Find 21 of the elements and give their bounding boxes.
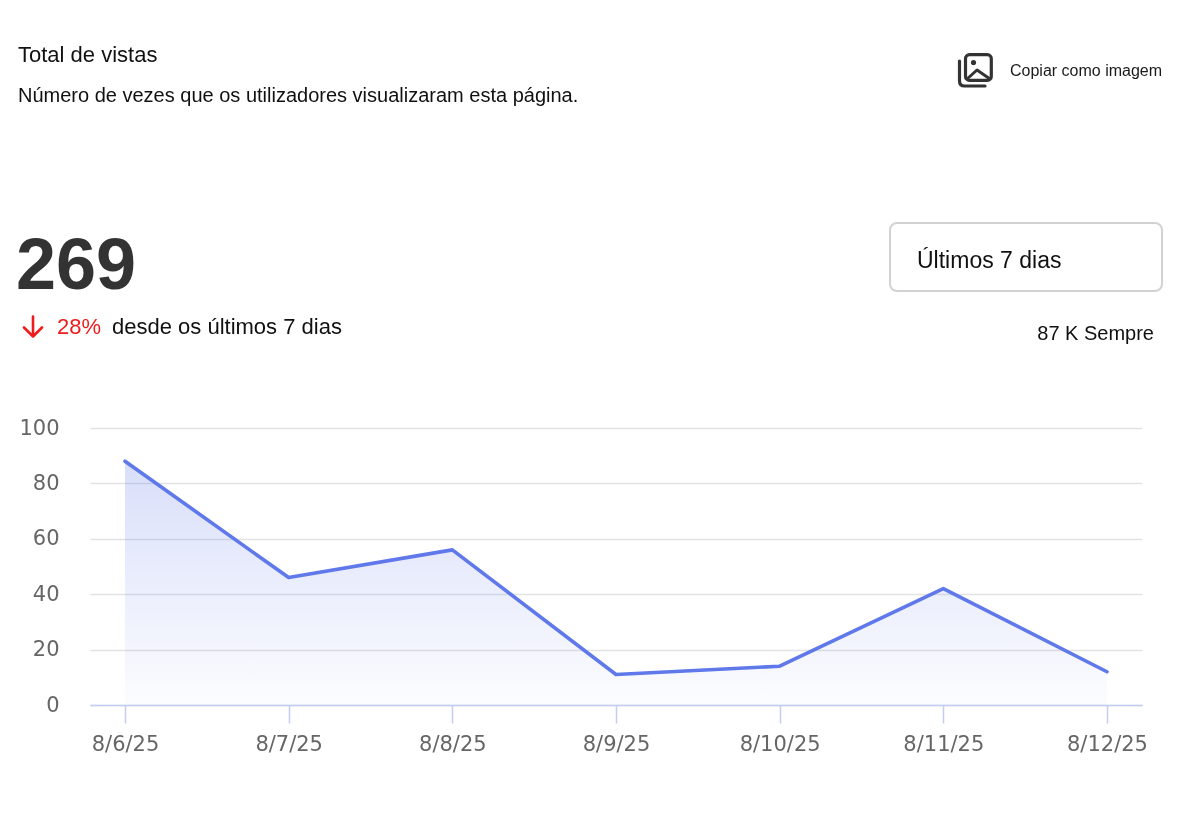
x-tick-label: 8/7/25 (255, 731, 323, 756)
x-tick-label: 8/10/25 (739, 731, 821, 756)
chart-title: Total de vistas (18, 42, 158, 67)
y-tick-label: 80 (32, 470, 60, 495)
y-tick-label: 0 (46, 692, 60, 717)
x-tick-label: 8/12/25 (1066, 731, 1148, 756)
chart-subtitle: Número de vezes que os utilizadores visualizaram esta página. (18, 84, 579, 106)
y-tick-label: 100 (19, 415, 60, 440)
x-tick-label: 8/11/25 (903, 731, 985, 756)
text: 28% (57, 314, 102, 339)
y-tick-label: 40 (32, 581, 60, 606)
x-tick-label: 8/8/25 (419, 731, 487, 756)
text: Copiar como imagem (1010, 62, 1163, 79)
x-tick-label: 8/9/25 (582, 731, 651, 756)
text: 269 (16, 224, 137, 304)
text: 87 K Sempre (1037, 322, 1154, 344)
y-tick-label: 60 (32, 526, 60, 551)
y-tick-label: 20 (32, 637, 60, 662)
text: Últimos 7 dias (917, 247, 1062, 273)
text: desde os últimos 7 dias (112, 314, 342, 339)
x-tick-label: 8/6/25 (91, 731, 160, 756)
